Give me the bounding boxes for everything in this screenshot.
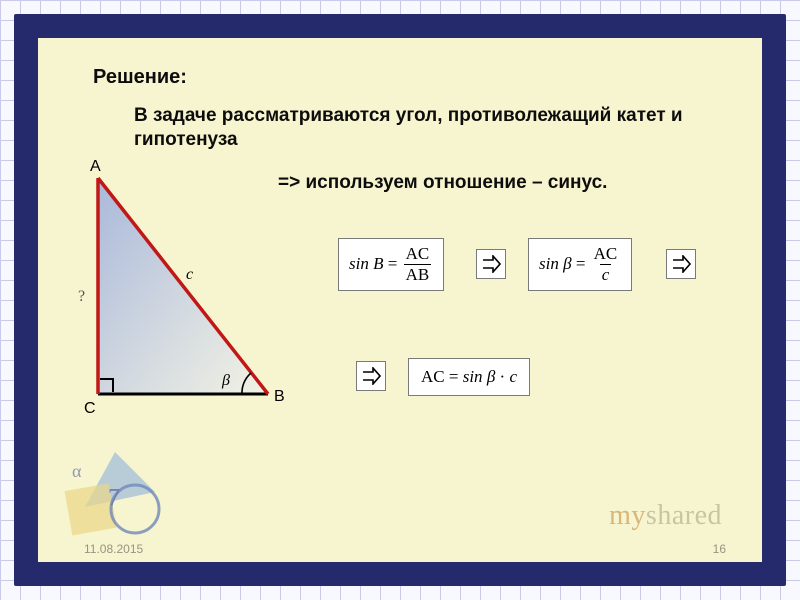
implies-arrow-1: [476, 249, 506, 279]
heading-solution: Решение:: [93, 66, 187, 89]
implies-arrow-3: [356, 361, 386, 391]
formula-result: AC = sin β · c: [408, 358, 530, 396]
arg-b: B: [373, 254, 383, 274]
vertex-label-c: C: [84, 400, 96, 418]
func-sin: sin: [349, 254, 369, 274]
f3-c: c: [509, 367, 517, 387]
implies-arrow-2: [666, 249, 696, 279]
footer-page: 16: [713, 542, 726, 556]
vertex-label-b: B: [274, 388, 285, 406]
angle-beta-label: β: [222, 372, 230, 390]
watermark: myshared: [609, 500, 722, 532]
svg-text:7: 7: [108, 485, 120, 511]
arg-beta: β: [563, 254, 571, 274]
graph-paper-background: Решение: В задаче рассматриваются угол, …: [0, 0, 800, 600]
f2-den: c: [600, 264, 612, 284]
right-angle-marker: [100, 378, 114, 392]
f1-num: AC: [404, 245, 432, 264]
paragraph-problem: В задаче рассматриваются угол, противоле…: [134, 104, 732, 152]
func-sin-2: sin: [539, 254, 559, 274]
paragraph-conclusion: => используем отношение – синус.: [278, 172, 607, 194]
corner-decoration: 7 α: [60, 447, 180, 542]
f2-num: AC: [592, 245, 620, 264]
unknown-side-label: ?: [78, 288, 85, 306]
f3-beta: β: [487, 367, 495, 387]
f3-sin: sin: [463, 367, 483, 387]
outer-frame: Решение: В задаче рассматриваются угол, …: [14, 14, 786, 586]
hypotenuse-label: c: [186, 266, 193, 284]
f3-eq: =: [449, 367, 459, 387]
triangle-diagram: A B C c ? β: [68, 158, 298, 418]
formula-sin-beta: sin β = AC c: [528, 238, 632, 291]
svg-text:α: α: [72, 461, 82, 481]
watermark-part1: my: [609, 500, 646, 531]
formula-sin-b: sin B = AC AB: [338, 238, 444, 291]
watermark-part2: shared: [646, 500, 722, 531]
f3-lhs: AC: [421, 367, 445, 387]
slide-panel: Решение: В задаче рассматриваются угол, …: [38, 38, 762, 562]
footer-date: 11.08.2015: [84, 542, 143, 556]
f1-den: AB: [404, 264, 432, 284]
vertex-label-a: A: [90, 158, 101, 176]
